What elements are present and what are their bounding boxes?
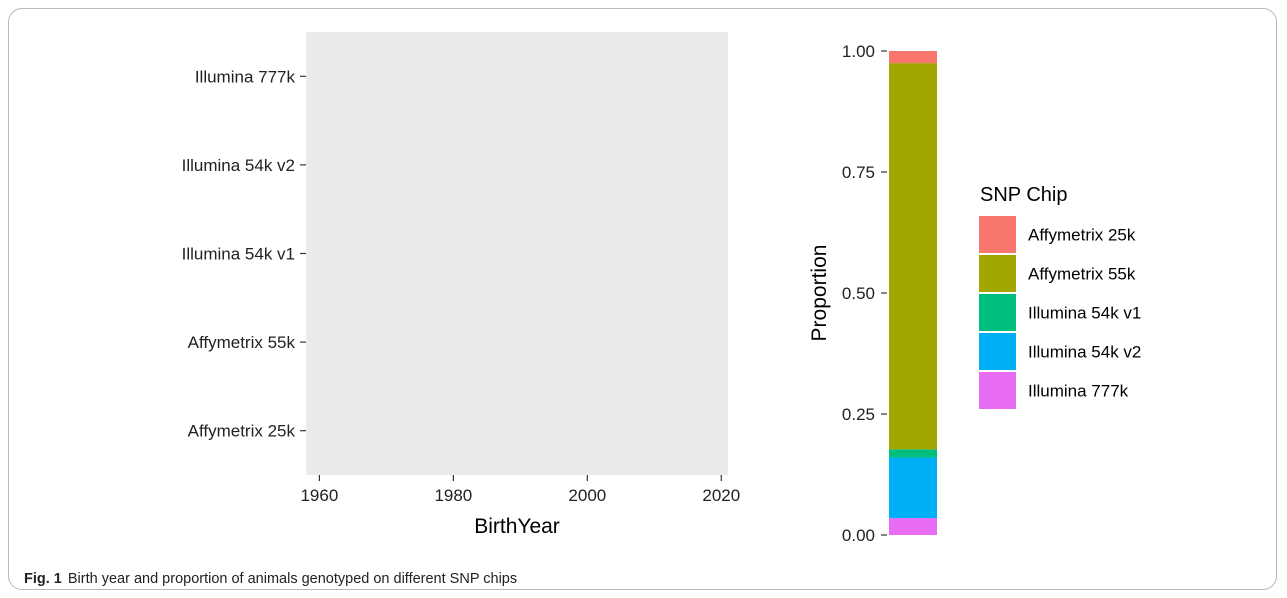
legend-key-illumina-777k [979, 372, 1016, 409]
legend-label: Affymetrix 55k [1028, 265, 1136, 284]
y-tick-label: Affymetrix 25k [188, 422, 296, 441]
legend-label: Affymetrix 25k [1028, 226, 1136, 245]
violin-panel-fill [306, 32, 728, 475]
y-tick-label: Illumina 777k [195, 67, 296, 86]
y-tick-label: 0.00 [842, 526, 875, 545]
bar-segment-illumina-54k-v2 [889, 457, 937, 519]
bar-y-axis: 0.00 0.25 0.50 0.75 1.00 [842, 42, 887, 545]
y-tick-label: 0.75 [842, 163, 875, 182]
y-tick-label: 1.00 [842, 42, 875, 61]
legend-label: Illumina 54k v1 [1028, 304, 1141, 323]
figure-caption-label: Fig. 1 [24, 571, 62, 587]
legend-title: SNP Chip [980, 184, 1067, 206]
y-tick-label: Illumina 54k v1 [182, 245, 295, 264]
legend-key-affymetrix-55k [979, 255, 1016, 292]
figure-frame [8, 8, 1277, 590]
x-tick-label: 1960 [300, 486, 338, 505]
x-tick-label: 1980 [434, 486, 472, 505]
y-tick-label: 0.50 [842, 284, 875, 303]
figure-caption: Fig. 1 Birth year and proportion of anima… [24, 571, 517, 587]
y-tick-label: 0.25 [842, 405, 875, 424]
legend-items: Affymetrix 25k Affymetrix 55k Illumina 54k… [979, 216, 1141, 409]
violin-y-axis: Affymetrix 25k Affymetrix 55k Illumina 54k… [182, 67, 306, 441]
legend-label: Illumina 54k v2 [1028, 343, 1141, 362]
legend-key-illumina-54k-v2 [979, 333, 1016, 370]
legend: SNP Chip Affymetrix 25k Affymetrix 55k Ill… [979, 184, 1141, 409]
violin-x-axis-title: BirthYear [474, 515, 560, 538]
figure: 1960 1980 2000 2020 Affymetrix 25kAffymetri… [182, 32, 1141, 545]
legend-label: Illumina 777k [1028, 382, 1129, 401]
bar-segment-affymetrix-25k [889, 51, 937, 64]
stacked-bar [889, 51, 937, 535]
x-tick-label: 2020 [702, 486, 740, 505]
bar-segment-illumina-54k-v1 [889, 449, 937, 458]
figure-caption-text: Birth year and proportion of animals gen… [67, 571, 518, 587]
stacked-bar-chart: 0.00 0.25 0.50 0.75 1.00 Proportion [808, 42, 937, 545]
bar-segment-affymetrix-55k [889, 63, 937, 450]
violin-x-axis: 1960 1980 2000 2020 [300, 475, 740, 505]
bar-segment-illumina-777k [889, 518, 937, 535]
y-tick-label: Illumina 54k v2 [182, 156, 295, 175]
x-tick-label: 2000 [568, 486, 606, 505]
legend-key-affymetrix-25k [979, 216, 1016, 253]
legend-key-illumina-54k-v1 [979, 294, 1016, 331]
y-tick-label: Affymetrix 55k [188, 333, 296, 352]
bar-y-axis-title: Proportion [808, 245, 831, 342]
violin-chart: 1960 1980 2000 2020 Affymetrix 25kAffymetri… [182, 32, 740, 538]
